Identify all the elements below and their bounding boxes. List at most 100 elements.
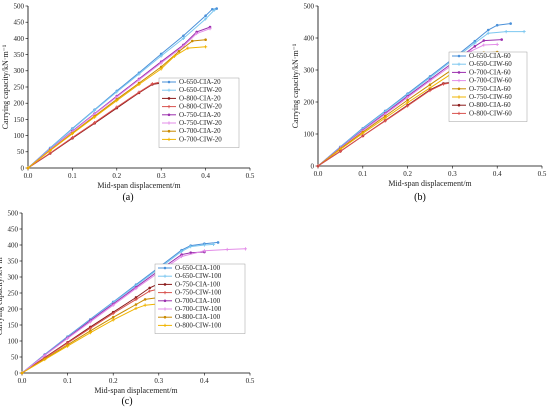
data-point	[486, 28, 490, 32]
data-point	[441, 82, 446, 86]
y-tick-label: 50	[11, 353, 19, 361]
legend-marker	[457, 87, 461, 91]
legend-marker	[457, 79, 461, 83]
legend-marker	[457, 62, 461, 66]
data-point	[383, 119, 387, 123]
y-tick-label: 0	[21, 164, 25, 172]
y-tick-label: 150	[14, 116, 25, 124]
y-tick-label: 500	[14, 2, 25, 10]
legend-marker	[167, 137, 171, 141]
data-point	[66, 344, 70, 348]
legend-box	[158, 77, 240, 148]
x-tick-label: 0.0	[18, 377, 27, 385]
data-point	[159, 65, 163, 69]
series-line	[27, 81, 166, 169]
y-tick-label: 400	[304, 34, 315, 42]
series-O-800-CIA-60	[316, 80, 468, 168]
series-O-800-CIW-60	[316, 81, 463, 168]
data-point	[195, 30, 199, 34]
legend-label: O-800-CIA-60	[469, 101, 511, 109]
data-point	[204, 17, 208, 21]
legend-label: O-700-CIA-100	[175, 297, 221, 305]
legend-marker	[163, 307, 167, 311]
legend-label: O-750-CIA-100	[175, 280, 221, 288]
panel-label: (a)	[122, 192, 133, 203]
y-tick-label: 400	[8, 241, 19, 249]
y-axis-label: Carrying capacity/kN·m⁻¹	[1, 44, 10, 129]
legend-label: O-700-CIW-20	[179, 135, 222, 143]
legend: O-650-CIA-60O-650-CIW-60O-700-CIA-60O-70…	[448, 51, 528, 122]
series-line	[27, 82, 166, 169]
data-point	[134, 286, 138, 291]
y-tick-label: 0	[311, 162, 315, 170]
data-point	[482, 39, 486, 42]
data-point	[215, 7, 218, 10]
data-point	[473, 41, 477, 45]
y-tick-label: 300	[304, 66, 315, 74]
y-tick-label: 250	[8, 289, 19, 297]
data-point	[93, 115, 97, 119]
data-point	[406, 98, 409, 102]
data-point	[181, 44, 185, 48]
series-O-700-CIW-20	[26, 45, 208, 170]
data-point	[500, 38, 503, 41]
x-tick-label: 0.1	[68, 172, 77, 180]
data-point	[338, 149, 342, 153]
data-point	[88, 320, 92, 324]
data-point	[522, 30, 526, 34]
data-point	[172, 54, 177, 58]
series-O-800-CIA-100	[20, 296, 170, 375]
x-tick-label: 0.4	[200, 377, 209, 385]
x-tick-label: 0.3	[448, 170, 457, 178]
series-line	[27, 28, 211, 169]
x-tick-label: 0.3	[154, 377, 163, 385]
series-O-800-CIW-20	[26, 80, 168, 170]
data-point	[70, 135, 74, 140]
data-point	[406, 95, 410, 100]
data-point	[495, 42, 499, 46]
y-tick-label: 450	[14, 19, 25, 27]
legend-marker	[163, 266, 167, 270]
y-tick-label: 500	[8, 209, 19, 217]
legend: O-650-CIA-20O-650-CIW-20O-800-CIA-20O-80…	[158, 77, 240, 148]
data-point	[428, 88, 432, 93]
x-axis-label: Mid-span displacement/m	[97, 181, 181, 190]
legend-marker	[167, 97, 171, 100]
data-point	[204, 14, 207, 18]
data-point	[111, 303, 115, 307]
y-tick-label: 100	[304, 130, 315, 138]
data-point	[190, 39, 194, 43]
data-point	[111, 316, 115, 319]
data-point	[195, 31, 199, 36]
data-point	[473, 39, 477, 43]
data-point	[383, 116, 387, 120]
data-point	[383, 114, 387, 118]
legend-label: O-750-CIW-100	[175, 289, 222, 297]
y-axis-label: Carrying capacity/kN·m⁻¹	[291, 43, 300, 128]
y-tick-label: 100	[8, 337, 19, 345]
data-point	[93, 108, 97, 112]
data-point	[316, 164, 320, 168]
data-point	[70, 132, 74, 136]
data-point	[406, 104, 410, 108]
series-line	[21, 303, 168, 374]
data-point	[216, 241, 220, 244]
data-point	[202, 249, 206, 253]
legend-marker	[457, 103, 461, 107]
legend-label: O-650-CIW-60	[469, 60, 512, 68]
legend-marker	[167, 88, 171, 92]
x-axis-label: Mid-span displacement/m	[388, 179, 472, 188]
data-point	[115, 90, 119, 94]
data-point	[137, 82, 141, 87]
data-point	[212, 8, 217, 12]
data-point	[43, 353, 47, 357]
data-point	[202, 243, 206, 247]
x-tick-label: 0.4	[493, 170, 502, 178]
series-O-750-CIW-20	[26, 27, 212, 170]
data-point	[93, 121, 97, 125]
y-tick-label: 200	[14, 100, 25, 108]
data-point	[182, 34, 185, 38]
data-point	[208, 25, 212, 29]
legend-marker	[163, 315, 167, 319]
data-point	[177, 50, 181, 53]
